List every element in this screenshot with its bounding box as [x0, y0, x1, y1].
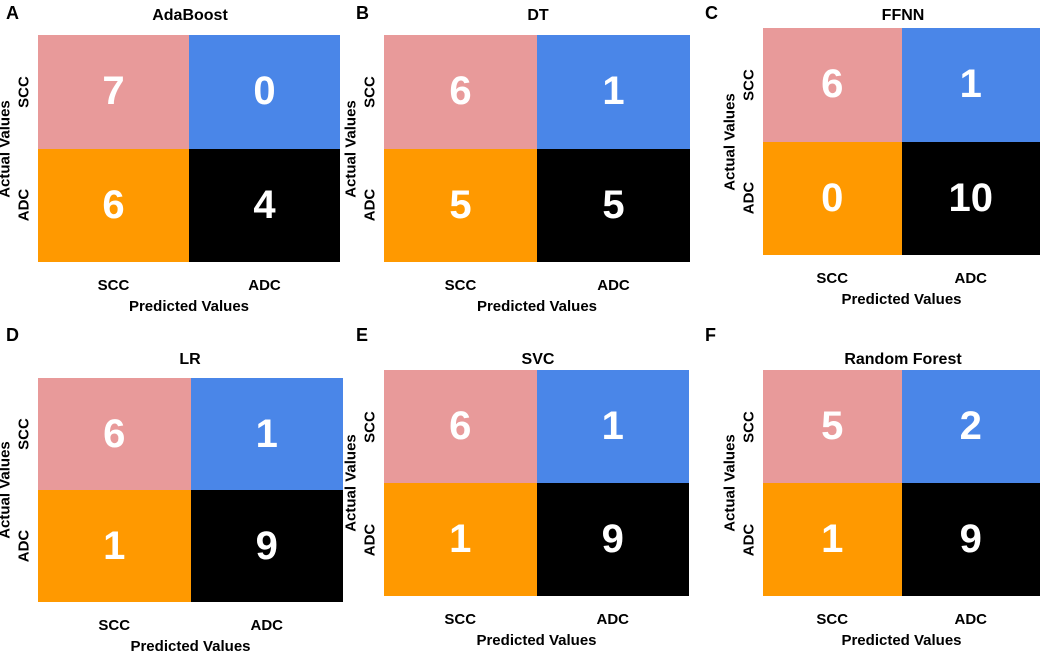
- matrix-cell-r0-c0: 5: [763, 370, 902, 483]
- matrix-cell-r0-c0: 6: [38, 378, 191, 490]
- matrix-cell-r0-c1: 1: [901, 28, 1040, 142]
- matrix-cell-r1-c0: 5: [384, 148, 537, 262]
- matrix-cell-r1-c0: 1: [384, 483, 537, 596]
- matrix-cell-r1-c1: 9: [536, 483, 689, 596]
- row-tick-label: SCC: [740, 68, 758, 101]
- y-axis-label: Actual Values: [721, 92, 739, 191]
- chart-title: SVC: [521, 351, 555, 368]
- col-tick-label: ADC: [954, 270, 988, 287]
- panel-label: F: [705, 325, 716, 345]
- x-axis-label: Predicted Values: [476, 632, 597, 649]
- matrix-cell-r1-c0: 1: [38, 490, 191, 602]
- matrix-cell-r0-c1: 0: [189, 35, 340, 149]
- matrix-cell-r0-c0: 6: [384, 35, 537, 149]
- col-tick-label: SCC: [444, 277, 477, 294]
- chart-title: FFNN: [881, 7, 925, 24]
- col-tick-label: SCC: [816, 611, 849, 628]
- matrix-cell-r1-c0: 1: [763, 483, 902, 596]
- matrix-cell-r1-c0: 0: [763, 141, 902, 255]
- confusion-grid: 6 1 0 10: [763, 28, 1040, 255]
- matrix-cell-r1-c0: 6: [38, 148, 189, 262]
- matrix-cell-r0-c0: 6: [763, 28, 902, 142]
- row-tick-label: ADC: [15, 529, 33, 563]
- col-tick-label: ADC: [954, 611, 988, 628]
- row-tick-label: ADC: [740, 523, 758, 556]
- matrix-cell-r0-c1: 1: [190, 378, 343, 490]
- panel-label: C: [705, 3, 718, 23]
- x-axis-label: Predicted Values: [841, 291, 962, 308]
- matrix-cell-r0-c1: 1: [536, 370, 689, 483]
- matrix-cell-r1-c1: 5: [537, 148, 690, 262]
- col-tick-label: SCC: [98, 617, 131, 634]
- col-tick-label: SCC: [97, 277, 130, 294]
- matrix-cell-r0-c1: 2: [901, 370, 1040, 483]
- row-tick-label: SCC: [15, 75, 33, 108]
- panel-label: E: [356, 325, 369, 345]
- chart-title: Random Forest: [844, 351, 962, 368]
- panel-label: B: [356, 3, 369, 23]
- row-tick-label: SCC: [361, 75, 379, 108]
- matrix-cell-r0-c1: 1: [537, 35, 690, 149]
- chart-title: DT: [527, 7, 549, 24]
- panel-label: D: [6, 325, 19, 345]
- row-tick-label: SCC: [361, 410, 379, 443]
- matrix-cell-r0-c0: 6: [384, 370, 537, 483]
- chart-title: AdaBoost: [152, 7, 228, 24]
- y-axis-label: Actual Values: [342, 99, 360, 198]
- y-axis-label: Actual Values: [0, 441, 14, 539]
- x-axis-label: Predicted Values: [476, 298, 598, 315]
- panel-label: A: [6, 3, 19, 23]
- x-axis-label: Predicted Values: [130, 638, 251, 655]
- chart-title: LR: [179, 351, 201, 368]
- y-axis-label: Actual Values: [721, 434, 739, 532]
- row-tick-label: ADC: [740, 182, 758, 215]
- row-tick-label: SCC: [15, 418, 33, 450]
- matrix-cell-r1-c1: 4: [189, 148, 340, 262]
- x-axis-label: Predicted Values: [841, 632, 962, 649]
- row-tick-label: SCC: [740, 410, 758, 443]
- matrix-cell-r0-c0: 7: [38, 35, 189, 149]
- row-tick-label: ADC: [361, 189, 379, 222]
- y-axis-label: Actual Values: [342, 434, 360, 532]
- row-tick-label: ADC: [361, 523, 379, 556]
- row-tick-label: ADC: [15, 189, 33, 222]
- col-tick-label: SCC: [444, 611, 477, 628]
- col-tick-label: ADC: [596, 611, 630, 628]
- matrix-cell-r1-c1: 9: [901, 483, 1040, 596]
- col-tick-label: ADC: [250, 617, 284, 634]
- col-tick-label: SCC: [816, 270, 849, 287]
- y-axis-label: Actual Values: [0, 99, 14, 198]
- matrix-cell-r1-c1: 9: [190, 490, 343, 602]
- col-tick-label: ADC: [248, 277, 281, 294]
- matrix-cell-r1-c1: 10: [901, 141, 1040, 255]
- col-tick-label: ADC: [597, 277, 630, 294]
- x-axis-label: Predicted Values: [128, 298, 250, 315]
